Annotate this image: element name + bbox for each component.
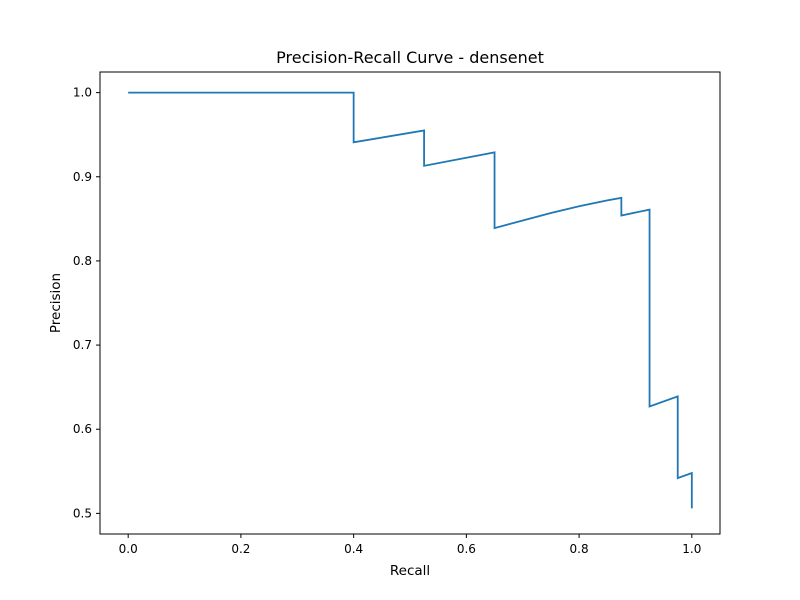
y-tick-label: 1.0	[73, 86, 92, 100]
axes-frame	[99, 71, 721, 535]
plot-area: 0.0 0.2 0.4 0.6 0.8 1.0 0.5 0.6 0.7 0.8 0.9 1.0	[73, 71, 721, 556]
precision-recall-line	[128, 91, 693, 509]
series-layer	[128, 91, 693, 509]
x-tick-label: 0.2	[231, 542, 250, 556]
y-tick-label: 0.9	[73, 170, 92, 184]
y-tick-label: 0.7	[73, 338, 92, 352]
y-tick-label: 0.8	[73, 254, 92, 268]
chart-title: Precision-Recall Curve - densenet	[276, 48, 544, 67]
x-tick-label: 0.6	[457, 542, 476, 556]
x-tick-label: 0.4	[344, 542, 363, 556]
y-tick-label: 0.5	[73, 506, 92, 520]
y-axis-label: Precision	[48, 273, 64, 333]
x-tick-label: 0.0	[119, 542, 138, 556]
x-axis-label: Recall	[390, 563, 430, 579]
y-axis-ticks: 0.5 0.6 0.7 0.8 0.9 1.0	[73, 86, 100, 520]
x-tick-label: 1.0	[682, 542, 701, 556]
y-tick-label: 0.6	[73, 422, 92, 436]
x-tick-label: 0.8	[570, 542, 589, 556]
x-axis-ticks: 0.0 0.2 0.4 0.6 0.8 1.0	[119, 534, 701, 556]
